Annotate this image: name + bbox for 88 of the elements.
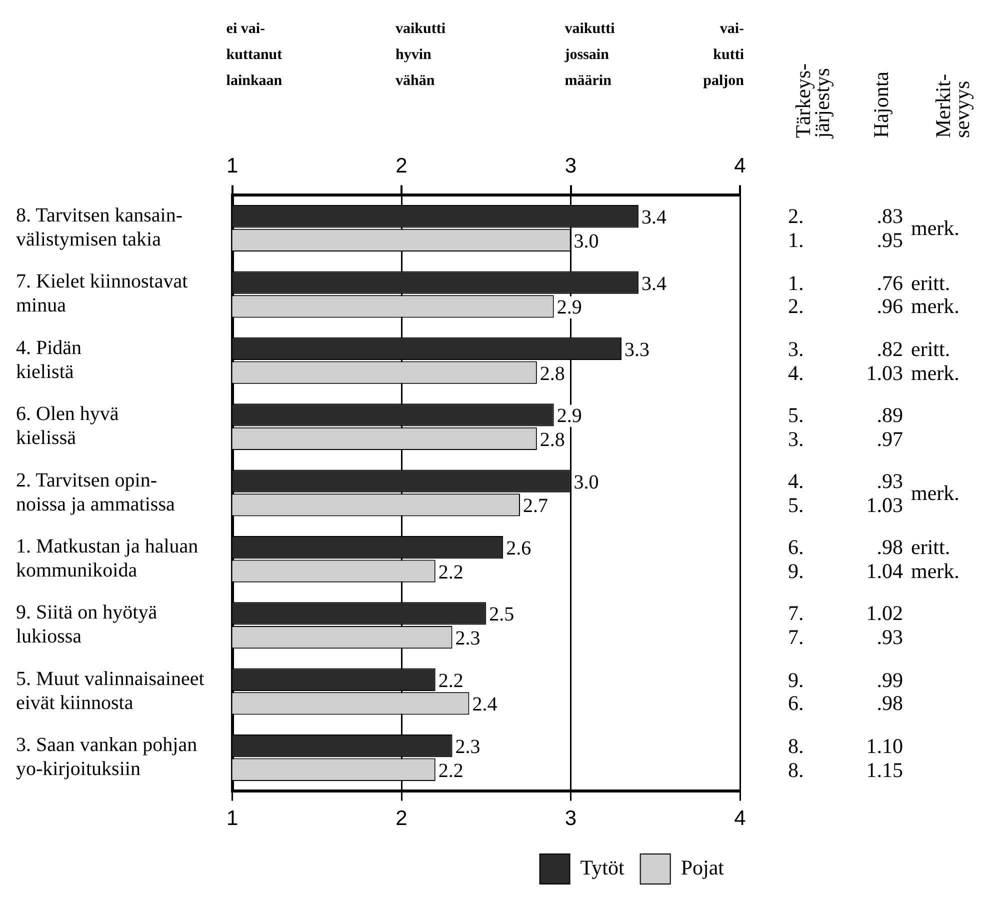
text: .95 [876, 228, 903, 252]
data-label: 2.9 [556, 296, 582, 319]
y-tick-label: 8. Tarvitsen kansain- välistymisen takia [16, 204, 183, 251]
data-label: 3.0 [574, 471, 599, 494]
text: 7. [788, 625, 804, 650]
text: 9. [788, 559, 804, 584]
y-tick-label: 6. Olen hyvä kielissä [16, 403, 119, 450]
x-tick-label: 3 [564, 154, 577, 178]
text: merk. [911, 360, 960, 385]
data-label: 2.3 [455, 736, 480, 758]
text: .93 [876, 625, 903, 650]
data-label: 2.7 [522, 495, 548, 518]
legend-label: Pojat [680, 856, 724, 880]
x2-tick-label: 4 [734, 807, 746, 830]
text: Tärkeys- järjestys [791, 62, 834, 138]
text: merk. [911, 481, 960, 505]
data-label: 2.5 [489, 604, 514, 626]
text: .93 [876, 469, 903, 494]
text: 1.15 [865, 758, 903, 782]
text: 5. [788, 492, 804, 517]
x2-tick-label: 3 [564, 807, 577, 830]
text: .98 [876, 691, 903, 716]
text: merk. [911, 294, 960, 318]
text: 8. [788, 758, 804, 782]
text: 4. [788, 360, 804, 385]
data-label: 3.0 [574, 230, 599, 252]
x-tick-label: 1 [226, 154, 238, 178]
text: .83 [876, 204, 903, 228]
text: vaikutti hyvin vähän [396, 20, 446, 91]
text: .89 [876, 402, 903, 427]
text: 5. [788, 402, 804, 427]
text: 7. [788, 601, 804, 626]
data-label: 3.3 [624, 338, 650, 361]
x-tick-label: 4 [734, 154, 746, 178]
text: 1. [788, 228, 804, 252]
text: .76 [876, 270, 903, 295]
text: eritt. [911, 336, 950, 361]
text: 1. [788, 270, 804, 295]
text: ei vai- kuttanut lainkaan [226, 20, 282, 91]
text: 1.03 [865, 360, 903, 385]
data-label: 3.4 [641, 206, 666, 229]
text: 1.03 [865, 492, 903, 517]
text: .96 [876, 294, 903, 318]
text: .97 [876, 426, 903, 451]
y-tick-label: 5. Muut valinnaisaineet eivät kiinnosta [16, 668, 205, 714]
text: 1.02 [865, 601, 903, 626]
data-label: 2.2 [438, 760, 464, 782]
y-tick-label: 4. Pidän kielistä [16, 336, 82, 383]
text: eritt. [911, 270, 950, 295]
text: merk. [911, 559, 960, 584]
legend-label: Tytöt [580, 856, 624, 880]
data-label: 2.4 [472, 694, 498, 716]
data-label: 2.2 [438, 670, 464, 692]
text: Merkit- sevyys [931, 72, 974, 138]
data-label: 2.9 [556, 405, 582, 428]
text: 1.04 [865, 559, 903, 584]
y-tick-label: 7. Kielet kiinnostavat minua [16, 270, 188, 317]
text: Hajonta [869, 70, 893, 138]
text: 6. [788, 691, 804, 716]
text: .99 [876, 668, 903, 692]
y-tick-label: 3. Saan vankan pohjan yo-kirjoituksiin [16, 734, 198, 780]
text: .98 [876, 535, 903, 560]
text: 9. [788, 668, 804, 692]
x2-tick-label: 2 [396, 807, 408, 830]
text: eritt. [911, 535, 950, 560]
data-label: 2.6 [506, 538, 532, 560]
x-tick-label: 2 [396, 154, 408, 178]
data-label: 2.8 [540, 428, 565, 451]
text: 1.10 [865, 734, 903, 758]
data-label: 2.8 [540, 362, 565, 385]
text: 2. [788, 294, 804, 318]
y-tick-label: 2. Tarvitsen opin- noissa ja ammatissa [16, 469, 175, 516]
data-label: 3.4 [641, 272, 666, 295]
text: 4. [788, 469, 804, 494]
text: vaikutti jossain määrin [564, 20, 615, 91]
y-tick-label: 1. Matkustan ja haluan kommunikoida [16, 535, 198, 582]
text: 8. [788, 734, 804, 758]
text: vai- kutti paljon [702, 20, 744, 91]
data-label: 2.2 [438, 561, 464, 584]
text: 3. [788, 336, 804, 361]
data-label: 2.3 [455, 628, 480, 650]
text: 2. [788, 204, 804, 228]
text: 6. [788, 535, 804, 560]
x2-tick-label: 1 [226, 807, 238, 830]
text: 3. [788, 426, 804, 451]
text: merk. [911, 216, 960, 240]
text: .82 [876, 336, 903, 361]
y-tick-label: 9. Siitä on hyötyä lukiossa [16, 602, 158, 648]
